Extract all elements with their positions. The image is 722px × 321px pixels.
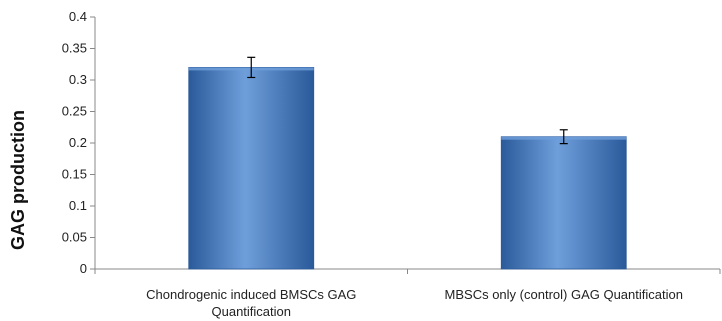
y-tick-label: 0.2	[69, 135, 87, 150]
y-tick-label: 0	[80, 261, 87, 276]
y-tick-label: 0.4	[69, 9, 87, 24]
y-tick-label: 0.25	[62, 104, 87, 119]
x-category-label: MBSCs only (control) GAG Quantification	[445, 287, 683, 302]
error-bar	[559, 129, 568, 145]
y-tick-label: 0.35	[62, 41, 87, 56]
labels: 0 0.05 0.1 0.15 0.2 0.25 0.3 0.35 0.4 Chondrogeni…	[62, 9, 683, 319]
y-tick-label: 0.05	[62, 230, 87, 245]
y-tick-label: 0.3	[69, 72, 87, 87]
x-category-label: Quantification	[212, 304, 292, 319]
bar	[188, 67, 315, 270]
bars	[188, 56, 627, 270]
y-tick-label: 0.1	[69, 198, 87, 213]
error-bar	[247, 56, 256, 79]
bar	[500, 136, 627, 270]
y-tick-label: 0.15	[62, 167, 87, 182]
x-category-label: Chondrogenic induced BMSCs GAG	[146, 287, 356, 302]
y-axis-label: GAG production	[8, 110, 28, 250]
